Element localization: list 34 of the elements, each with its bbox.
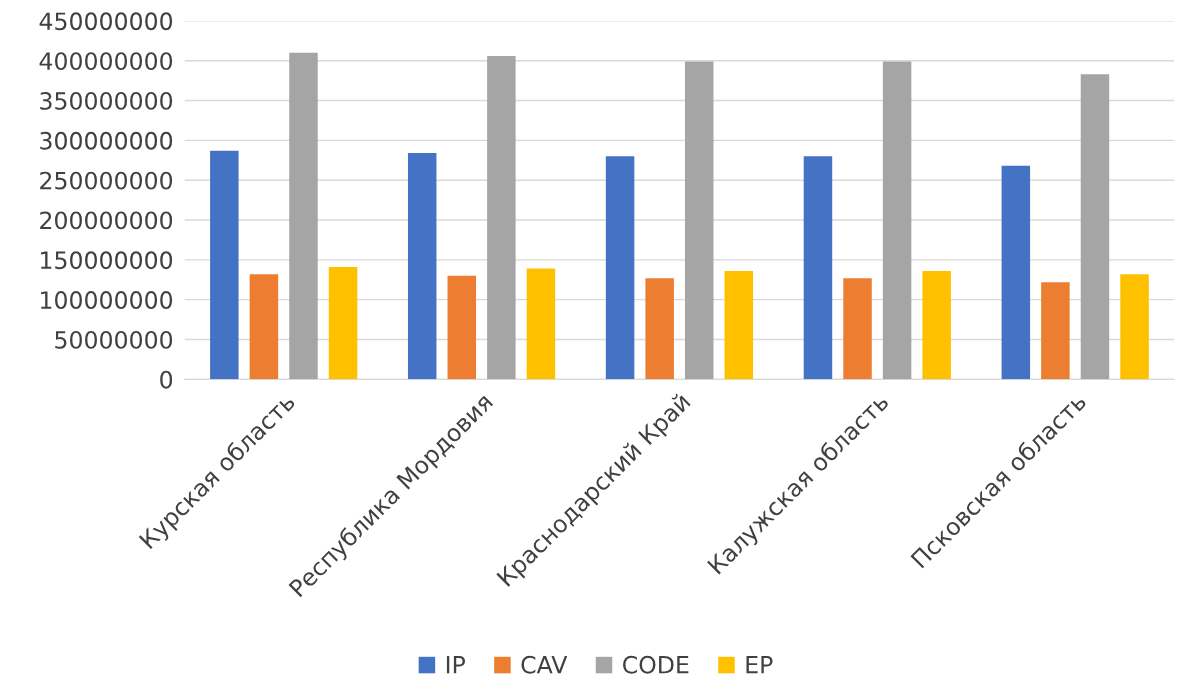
bar: [605, 156, 635, 380]
bar: [407, 153, 437, 380]
y-tick-label: 250000000: [40, 171, 173, 190]
y-tick-label: 350000000: [40, 91, 173, 110]
bar: [684, 61, 714, 380]
bar: [328, 267, 358, 380]
y-tick-label: 300000000: [40, 131, 173, 150]
y-tick-label: 100000000: [41, 291, 173, 309]
bar: [882, 61, 912, 380]
legend-label: EP: [746, 656, 773, 674]
bar: [526, 268, 556, 380]
y-tick-label: 200000000: [40, 211, 173, 230]
y-tick-label: 0: [160, 370, 173, 389]
y-tick-label: 50000000: [55, 330, 173, 349]
legend-label: CODE: [623, 655, 689, 674]
y-tick-label: 450000000: [39, 12, 173, 31]
bar: [447, 275, 477, 380]
bar: [922, 270, 951, 380]
legend-label: CAV: [521, 655, 568, 674]
bar: [249, 274, 279, 380]
bar: [1120, 274, 1149, 380]
legend-label: IP: [446, 656, 466, 674]
bar: [1080, 74, 1110, 380]
y-tick-label: 150000000: [41, 251, 173, 270]
bar: [724, 270, 754, 380]
bar: [289, 52, 318, 380]
bar: [1001, 165, 1031, 380]
bar: [210, 150, 239, 380]
bar: [487, 55, 516, 380]
bar: [843, 278, 872, 380]
bar: [803, 156, 833, 380]
bar: [645, 278, 674, 380]
bar: [1041, 282, 1070, 380]
y-tick-label: 400000000: [39, 52, 173, 71]
